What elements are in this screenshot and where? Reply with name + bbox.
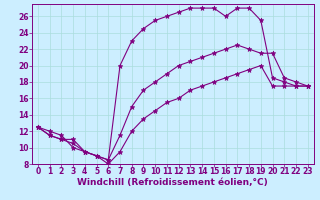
X-axis label: Windchill (Refroidissement éolien,°C): Windchill (Refroidissement éolien,°C) [77,178,268,187]
